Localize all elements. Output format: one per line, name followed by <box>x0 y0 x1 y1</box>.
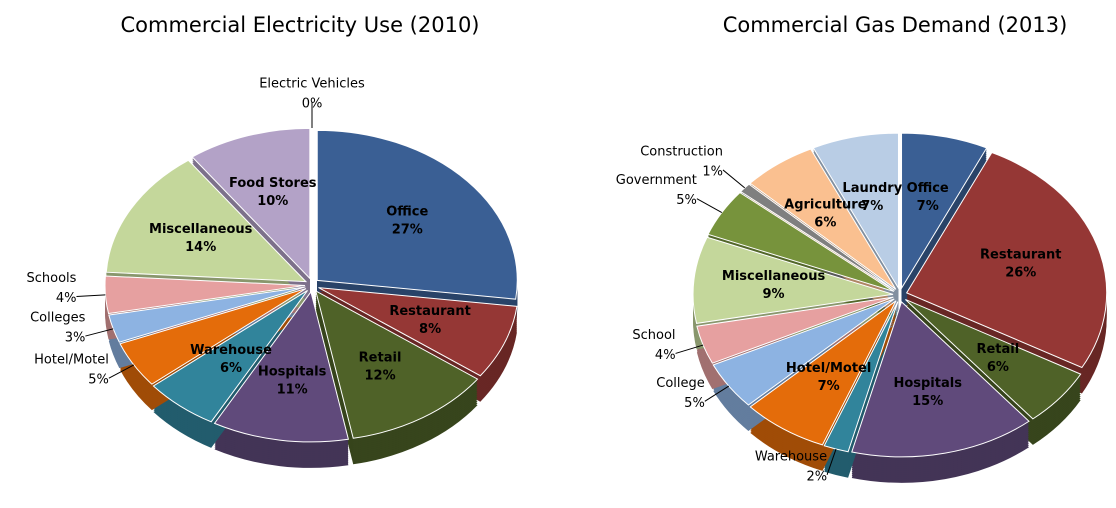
value-label: 5% <box>88 373 109 388</box>
slice <box>739 183 896 291</box>
value-label: 11% <box>277 382 308 397</box>
slice-label: Retail <box>976 342 1019 357</box>
slice <box>812 132 899 290</box>
slice-label: Retail <box>359 350 402 365</box>
value-label: 9% <box>763 287 785 302</box>
value-label: 14% <box>185 240 216 255</box>
slice <box>749 148 897 290</box>
slice <box>905 151 1108 369</box>
slice <box>104 275 306 315</box>
slice <box>213 290 350 443</box>
value-label: 7% <box>818 379 840 394</box>
slice <box>316 129 518 300</box>
slice-label: Miscellaneous <box>149 222 253 237</box>
leader-line <box>85 328 114 337</box>
value-label: 15% <box>912 394 943 409</box>
leader-line <box>704 385 730 402</box>
leader-line <box>675 344 704 354</box>
slice <box>712 298 895 406</box>
slice <box>692 236 894 324</box>
slice <box>707 192 895 292</box>
value-label: 5% <box>676 193 697 208</box>
slice-label: Schools <box>27 271 77 286</box>
value-label: 0% <box>302 97 323 112</box>
slice-label: Government <box>616 173 697 188</box>
slice <box>749 300 897 446</box>
value-label: 6% <box>814 216 836 231</box>
value-label: 7% <box>917 199 939 214</box>
slice-label: Agriculture <box>784 198 867 213</box>
slice <box>105 159 308 283</box>
value-label: 12% <box>364 368 395 383</box>
slice-label: Restaurant <box>389 304 470 319</box>
value-label: 26% <box>1005 266 1036 281</box>
slice <box>901 132 988 290</box>
value-label: 3% <box>65 331 86 346</box>
slice-label: Office <box>907 181 949 196</box>
slice-label: Hospitals <box>893 376 962 391</box>
value-label: 1% <box>702 164 723 179</box>
slice-label: Laundry <box>842 181 902 196</box>
value-label: 8% <box>419 322 441 337</box>
slice-label: Electric Vehicles <box>259 77 365 92</box>
value-label: 7% <box>861 199 883 214</box>
slice <box>318 287 518 377</box>
slice-label: School <box>632 328 675 343</box>
value-label: 6% <box>987 360 1009 375</box>
value-label: 10% <box>257 194 288 209</box>
slice-label: Warehouse <box>190 343 272 358</box>
slice-label: Construction <box>640 144 723 159</box>
slice-label: Miscellaneous <box>722 269 826 284</box>
slice <box>314 289 479 439</box>
value-label: 2% <box>806 469 827 484</box>
chart-title: Commercial Gas Demand (2013) <box>723 13 1068 37</box>
slice-label: Hotel/Motel <box>34 353 109 368</box>
slice <box>191 127 311 280</box>
value-label: 4% <box>56 291 77 306</box>
leader-line <box>76 294 106 297</box>
slice-label: College <box>656 376 705 391</box>
leader-line <box>696 198 723 213</box>
slice-label: Restaurant <box>980 248 1061 263</box>
slice <box>851 300 1030 458</box>
leader-line <box>108 364 135 379</box>
chart-title: Commercial Electricity Use (2010) <box>121 13 480 37</box>
leader-line <box>722 169 746 189</box>
slice-label: Hotel/Motel <box>786 361 871 376</box>
value-label: 5% <box>684 396 705 411</box>
slice-label: Hospitals <box>258 364 327 379</box>
slice <box>119 288 307 385</box>
value-label: 4% <box>655 348 676 363</box>
slice-label: Warehouse <box>755 449 827 464</box>
slice <box>905 299 1082 420</box>
value-label: 27% <box>392 222 423 237</box>
leader-line <box>826 448 837 476</box>
slice-label: Colleges <box>30 311 86 326</box>
slice-label: Food Stores <box>229 176 317 191</box>
slice <box>696 296 894 364</box>
value-label: 6% <box>220 361 242 376</box>
slice-label: Office <box>386 204 428 219</box>
slice <box>152 289 308 423</box>
